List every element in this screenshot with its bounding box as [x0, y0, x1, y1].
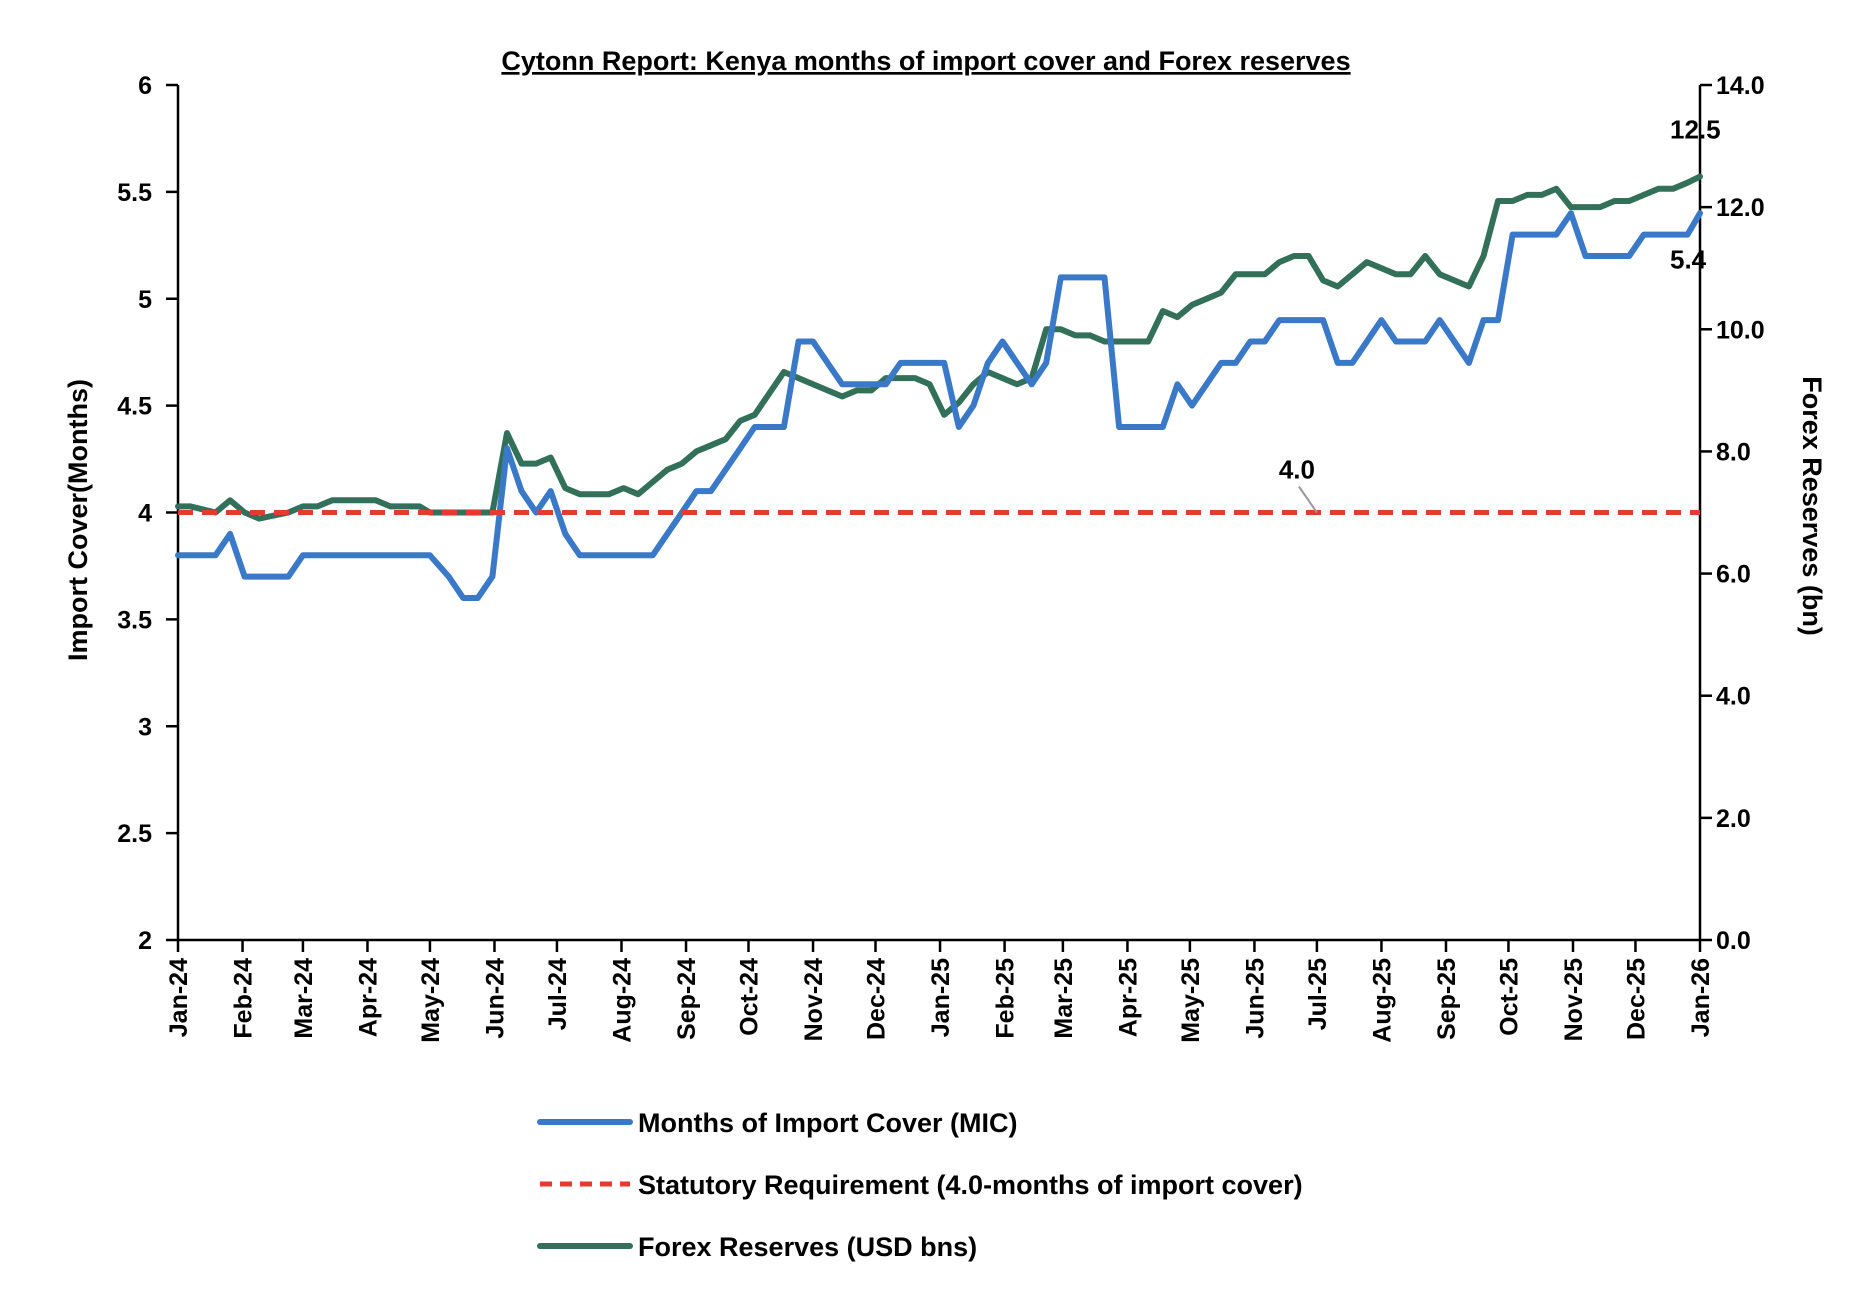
data-labels: 5.4 12.5 4.0	[1279, 115, 1721, 514]
x-tick-label: Mar-24	[290, 958, 318, 1039]
tick-labels: 2 2.5 3 3.5 4 4.5 5 5.5 6 0.0 2.0 4.0 6.0 8.0 10.0 12.0…	[117, 72, 1764, 1043]
y-left-tick-label: 3	[138, 713, 152, 741]
x-tick-label: Oct-24	[735, 958, 763, 1036]
x-tick-label: Apr-24	[354, 958, 382, 1037]
x-tick-label: Aug-25	[1368, 958, 1396, 1043]
y-right-tick-label: 0.0	[1716, 927, 1751, 955]
y-left-tick-label: 5	[138, 286, 152, 314]
x-tick-label: Nov-24	[800, 958, 828, 1041]
x-tick-label: May-25	[1177, 958, 1205, 1043]
y-axis-left-title: Import Cover(Months)	[63, 379, 93, 661]
legend-label-2: Forex Reserves (USD bns)	[638, 1232, 977, 1262]
legend-label-1: Statutory Requirement (4.0-months of imp…	[638, 1170, 1303, 1200]
y-left-tick-label: 2.5	[117, 820, 152, 848]
x-tick-label: Jan-26	[1687, 958, 1715, 1037]
x-tick-label: Jul-25	[1304, 958, 1332, 1030]
statutory-callout-leader	[1298, 485, 1318, 514]
y-left-tick-label: 5.5	[117, 179, 152, 207]
series-line-2	[175, 173, 1703, 522]
x-tick-label: May-24	[417, 958, 445, 1043]
y-right-tick-label: 4.0	[1716, 683, 1751, 711]
series-line-0	[175, 210, 1703, 601]
series-layer	[175, 173, 1703, 601]
chart-title: Cytonn Report: Kenya months of import co…	[501, 46, 1350, 76]
y-right-tick-label: 12.0	[1716, 194, 1765, 222]
x-tick-label: Dec-24	[862, 958, 890, 1040]
x-tick-label: Sep-25	[1433, 958, 1461, 1040]
legend-label-0: Months of Import Cover (MIC)	[638, 1108, 1017, 1138]
y-right-tick-label: 10.0	[1716, 316, 1765, 344]
y-right-tick-label: 2.0	[1716, 805, 1751, 833]
y-left-tick-label: 2	[138, 927, 152, 955]
x-tick-label: Oct-25	[1495, 958, 1523, 1036]
x-tick-label: Feb-25	[992, 958, 1020, 1039]
x-tick-label: Mar-25	[1050, 958, 1078, 1039]
x-tick-label: Apr-25	[1114, 958, 1142, 1037]
x-tick-label: Jun-24	[481, 958, 509, 1039]
y-left-tick-label: 4.5	[117, 393, 152, 421]
y-right-tick-label: 6.0	[1716, 561, 1751, 589]
x-tick-label: Sep-24	[673, 958, 701, 1040]
mic-end-label: 5.4	[1670, 244, 1707, 274]
y-axis-right-title: Forex Reserves (bn)	[1797, 376, 1827, 636]
x-tick-label: Jul-24	[544, 958, 572, 1030]
y-left-tick-label: 6	[138, 72, 152, 100]
x-tick-label: Jan-25	[927, 958, 955, 1037]
y-left-tick-label: 4	[138, 500, 152, 528]
x-tick-label: Jun-25	[1241, 958, 1269, 1039]
y-right-tick-label: 8.0	[1716, 438, 1751, 466]
x-tick-label: Nov-25	[1560, 958, 1588, 1041]
y-right-tick-label: 14.0	[1716, 72, 1765, 100]
x-tick-label: Aug-24	[608, 958, 636, 1043]
y-left-tick-label: 3.5	[117, 606, 152, 634]
legend: Months of Import Cover (MIC) Statutory Re…	[537, 1108, 1303, 1262]
x-tick-label: Feb-24	[230, 958, 258, 1039]
forex-end-label: 12.5	[1670, 115, 1721, 145]
statutory-callout-label: 4.0	[1279, 455, 1315, 485]
x-tick-label: Jan-24	[165, 958, 193, 1037]
x-tick-label: Dec-25	[1622, 958, 1650, 1040]
